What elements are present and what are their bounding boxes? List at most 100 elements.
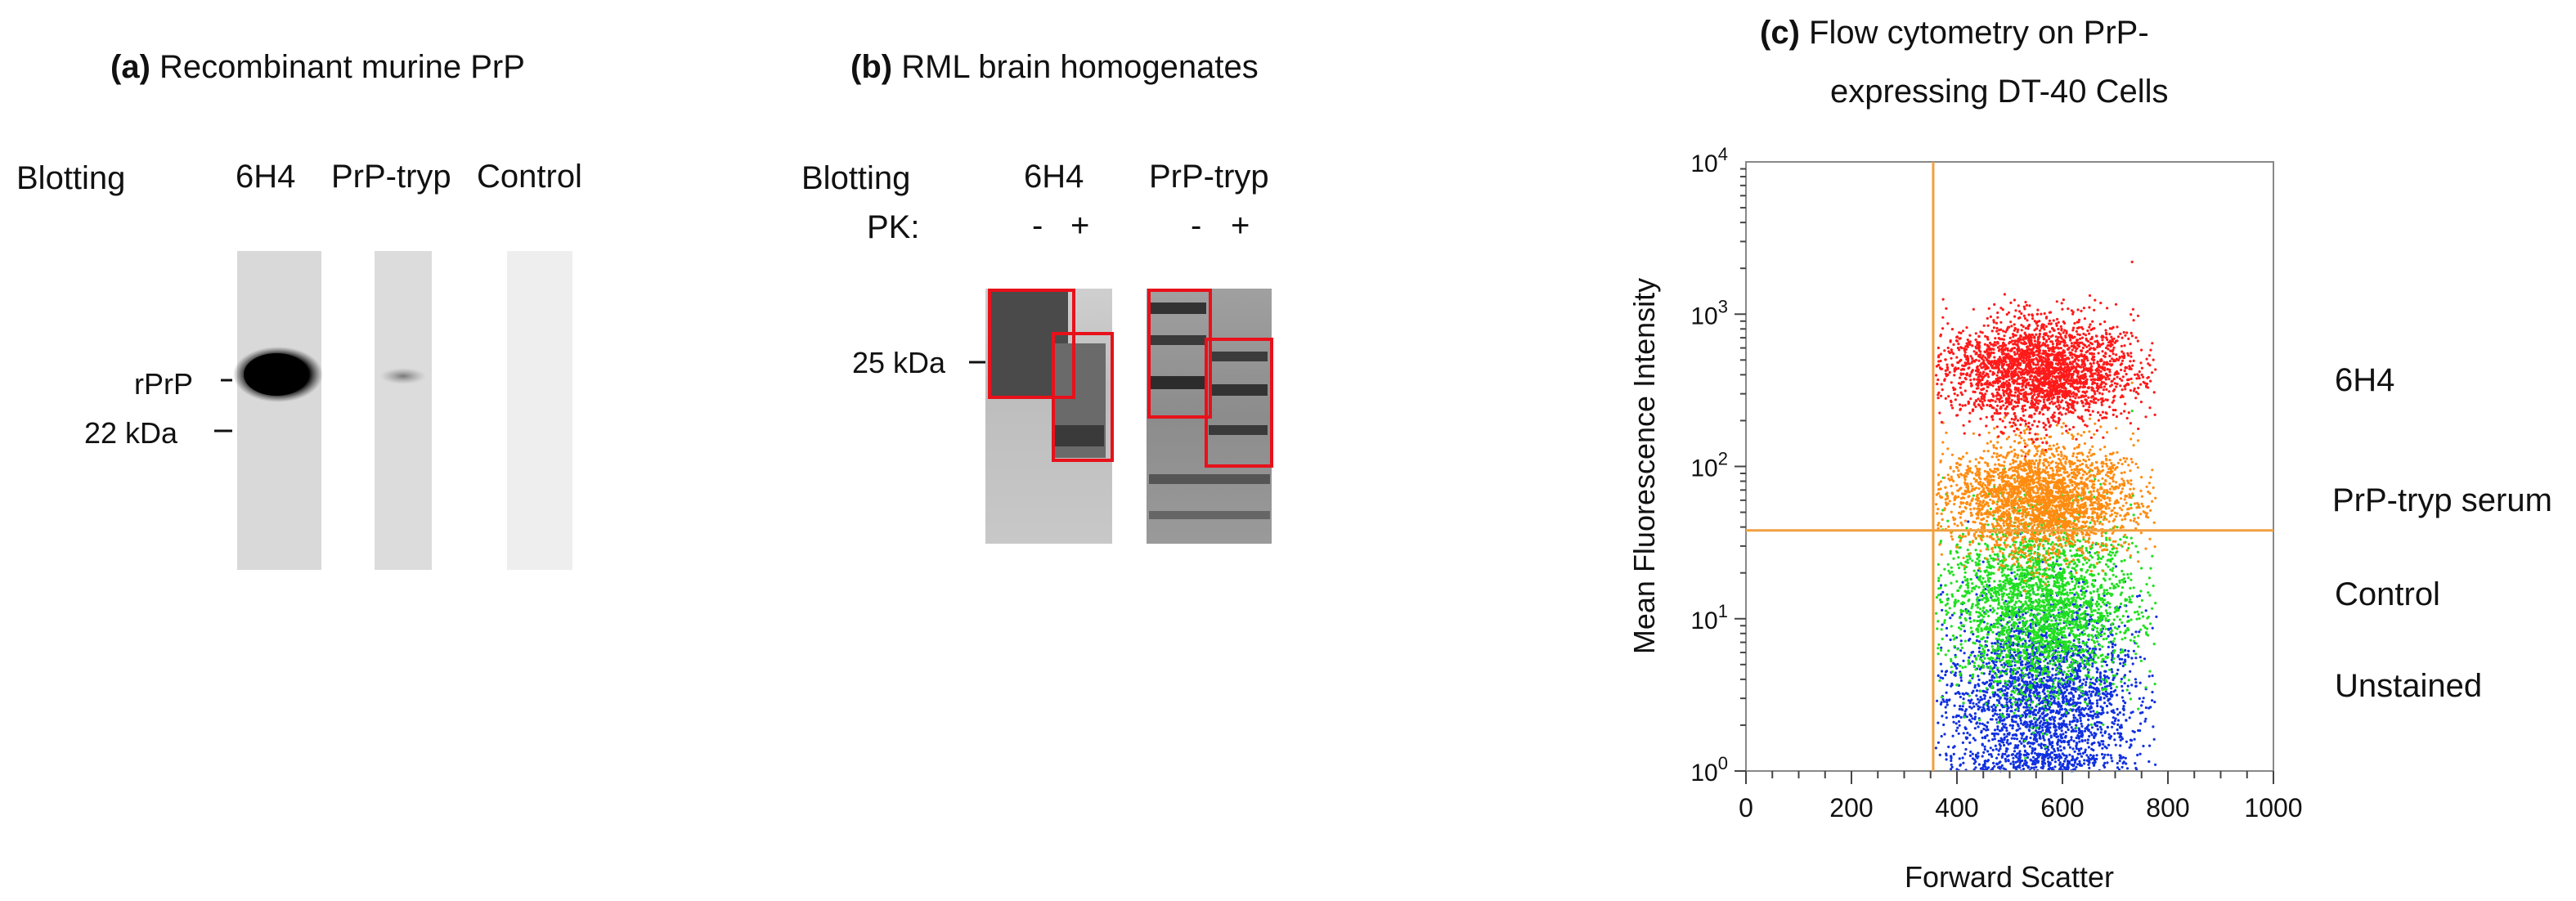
scatter-point: [2022, 621, 2025, 624]
scatter-point: [2062, 645, 2065, 648]
scatter-point: [2009, 641, 2013, 644]
scatter-point: [2035, 713, 2038, 717]
scatter-point: [2087, 697, 2090, 700]
scatter-point: [2054, 655, 2058, 658]
scatter-point: [2009, 682, 2013, 685]
scatter-point: [1976, 639, 1979, 643]
scatter-point: [2053, 701, 2056, 704]
scatter-point: [2044, 714, 2047, 718]
scatter-point: [2018, 594, 2022, 598]
scatter-point: [2030, 662, 2033, 666]
scatter-point: [2000, 674, 2004, 678]
panel-a-lane-control: Control: [477, 159, 582, 195]
scatter-point: [2043, 692, 2046, 696]
scatter-point: [2119, 756, 2122, 760]
scatter-point: [2060, 585, 2064, 588]
scatter-point: [1995, 618, 1998, 622]
scatter-point: [2136, 753, 2139, 757]
scatter-point: [1959, 608, 1963, 612]
scatter-point: [2129, 578, 2133, 581]
scatter-point: [2104, 609, 2107, 612]
scatter-point: [2147, 760, 2151, 764]
scatter-point: [1981, 664, 1985, 667]
scatter-point: [2054, 641, 2058, 644]
scatter-point: [2063, 707, 2067, 711]
scatter-point: [2002, 648, 2006, 651]
scatter-point: [2060, 729, 2063, 733]
scatter-point: [2087, 755, 2090, 760]
scatter-point: [1999, 652, 2003, 655]
scatter-point: [2053, 679, 2056, 682]
scatter-point: [2099, 712, 2103, 716]
scatter-point: [2065, 660, 2068, 663]
scatter-point: [1977, 678, 1981, 682]
scatter-point: [2103, 675, 2107, 679]
scatter-point: [2153, 701, 2156, 704]
scatter-point: [2132, 649, 2135, 652]
scatter-point: [1995, 594, 1998, 598]
scatter-point: [2061, 737, 2064, 740]
scatter-point: [1983, 697, 1986, 701]
scatter-point: [2048, 547, 2051, 550]
scatter-point: [2058, 691, 2061, 694]
scatter-point: [2062, 694, 2065, 697]
scatter-point: [1946, 563, 1950, 567]
scatter-point: [1982, 596, 1986, 600]
scatter-point: [2077, 747, 2080, 751]
scatter-point: [2055, 667, 2058, 671]
scatter-point: [1962, 659, 1965, 662]
scatter-point: [1999, 643, 2003, 646]
scatter-point: [2087, 763, 2090, 766]
scatter-point: [1954, 692, 1957, 696]
scatter-point: [1995, 612, 1999, 615]
scatter-point: [1977, 725, 1980, 728]
scatter-point: [1987, 699, 1990, 702]
scatter-point: [2095, 702, 2099, 705]
scatter-point: [1981, 560, 1985, 563]
panel-b-title-text: RML brain homogenates: [901, 49, 1259, 85]
scatter-point: [2040, 580, 2043, 583]
scatter-point: [2073, 584, 2076, 587]
scatter-point: [1965, 591, 1968, 595]
scatter-point: [2076, 661, 2079, 665]
scatter-point: [2018, 740, 2022, 743]
scatter-point: [2010, 613, 2013, 616]
scatter-point: [1941, 623, 1944, 626]
scatter-point: [2151, 607, 2154, 610]
scatter-point: [2154, 602, 2157, 605]
scatter-point: [1949, 552, 1952, 555]
scatter-point: [2119, 538, 2122, 541]
scatter-point: [1967, 639, 1971, 642]
scatter-point: [2082, 666, 2085, 670]
scatter-point: [2103, 697, 2106, 700]
scatter-point: [2071, 764, 2075, 768]
scatter-point: [1955, 580, 1959, 583]
scatter-point: [2100, 740, 2103, 743]
scatter-point: [2090, 747, 2094, 751]
scatter-point: [2029, 736, 2032, 740]
scatter-point: [2080, 722, 2083, 725]
scatter-point: [2040, 712, 2044, 715]
scatter-point: [2017, 683, 2021, 687]
scatter-point: [1997, 721, 2000, 724]
scatter-point: [2060, 691, 2063, 694]
scatter-point: [2012, 765, 2016, 769]
scatter-point: [1963, 715, 1966, 719]
scatter-point: [1991, 714, 1995, 718]
scatter-point: [2103, 761, 2107, 765]
scatter-point: [2062, 733, 2065, 736]
scatter-point: [1995, 637, 1998, 640]
scatter-point: [2119, 651, 2122, 654]
scatter-point: [2030, 643, 2033, 647]
panel-b-title: (b) RML brain homogenates: [850, 49, 1259, 86]
scatter-point: [2025, 585, 2028, 588]
scatter-point: [2109, 754, 2112, 757]
scatter-point: [1941, 670, 1944, 673]
scatter-point: [1962, 702, 1965, 705]
scatter-point: [2032, 562, 2035, 565]
scatter-point: [2031, 566, 2034, 569]
scatter-point: [1951, 634, 1955, 638]
scatter-point: [1968, 557, 1972, 560]
scatter-point: [2014, 744, 2017, 747]
scatter-point: [2105, 680, 2108, 684]
